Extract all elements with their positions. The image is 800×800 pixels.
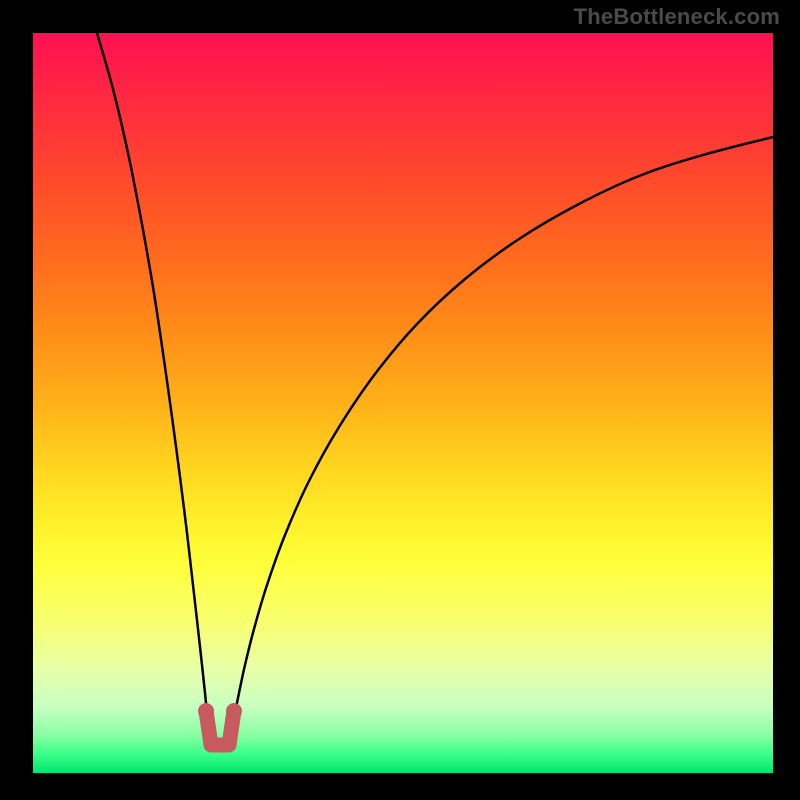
- chart-frame: TheBottleneck.com: [0, 0, 800, 800]
- marker-dot-left: [198, 703, 214, 719]
- marker-dot-right: [226, 703, 242, 719]
- plot-background: [33, 33, 773, 773]
- plot-area: [33, 33, 773, 773]
- plot-svg: [33, 33, 773, 773]
- watermark-text: TheBottleneck.com: [574, 4, 780, 30]
